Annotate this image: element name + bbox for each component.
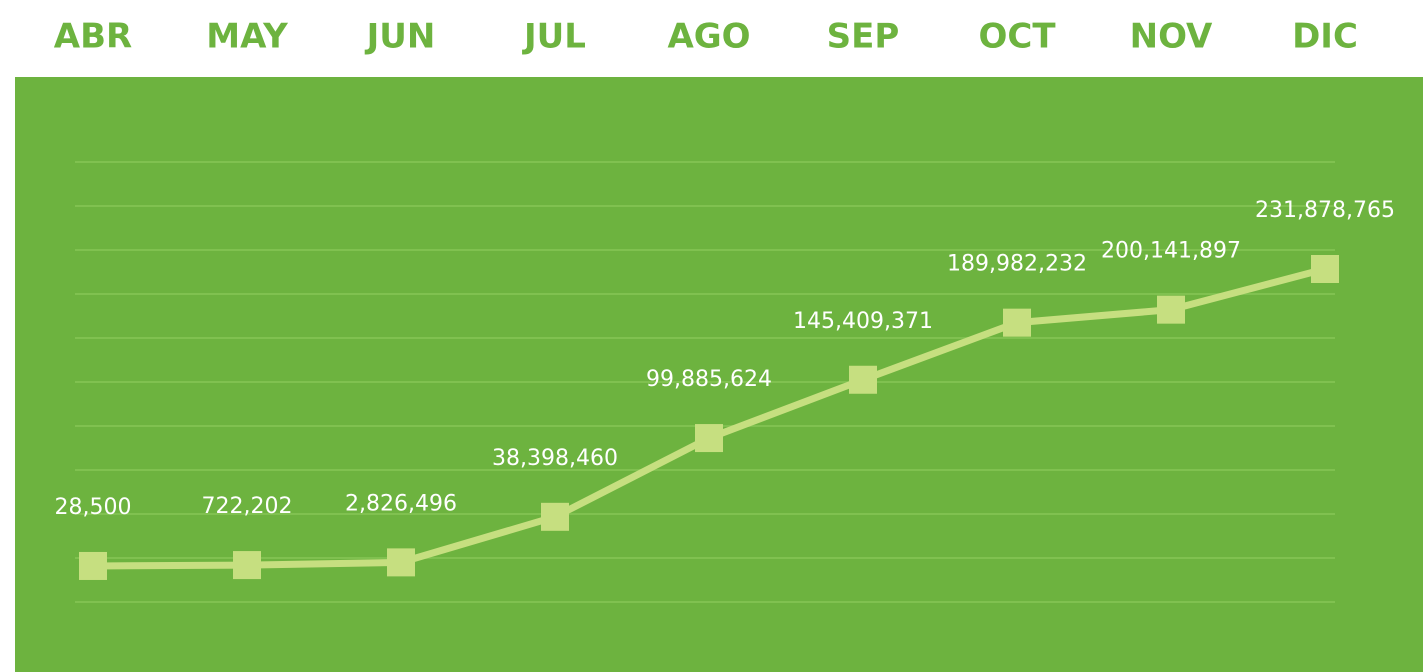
marker (695, 424, 723, 453)
marker (1157, 295, 1185, 324)
data-label: 2,826,496 (345, 491, 457, 516)
marker (1311, 255, 1339, 283)
marker (541, 502, 569, 531)
marker (79, 551, 107, 580)
marker (849, 365, 877, 394)
data-label: 145,409,371 (793, 309, 933, 334)
grid (75, 161, 1335, 603)
x-tick-label: JUL (522, 17, 586, 57)
data-label: 189,982,232 (947, 252, 1087, 277)
x-tick-label: SEP (827, 17, 900, 57)
data-label: 99,885,624 (646, 367, 772, 392)
marker (387, 548, 415, 577)
x-tick-label: ABR (54, 17, 132, 57)
marker (1003, 308, 1031, 337)
x-tick-label: OCT (978, 17, 1056, 57)
data-label: 28,500 (55, 495, 132, 520)
data-label: 231,878,765 (1255, 198, 1395, 223)
marker (233, 551, 261, 580)
data-label: 722,202 (202, 494, 293, 519)
data-label: 38,398,460 (492, 446, 618, 471)
x-tick-label: JUN (365, 17, 436, 57)
x-tick-label: NOV (1130, 17, 1213, 57)
data-label: 200,141,897 (1101, 239, 1241, 264)
x-tick-label: MAY (206, 17, 288, 57)
x-tick-label: DIC (1292, 17, 1358, 57)
x-tick-label: AGO (667, 17, 750, 57)
